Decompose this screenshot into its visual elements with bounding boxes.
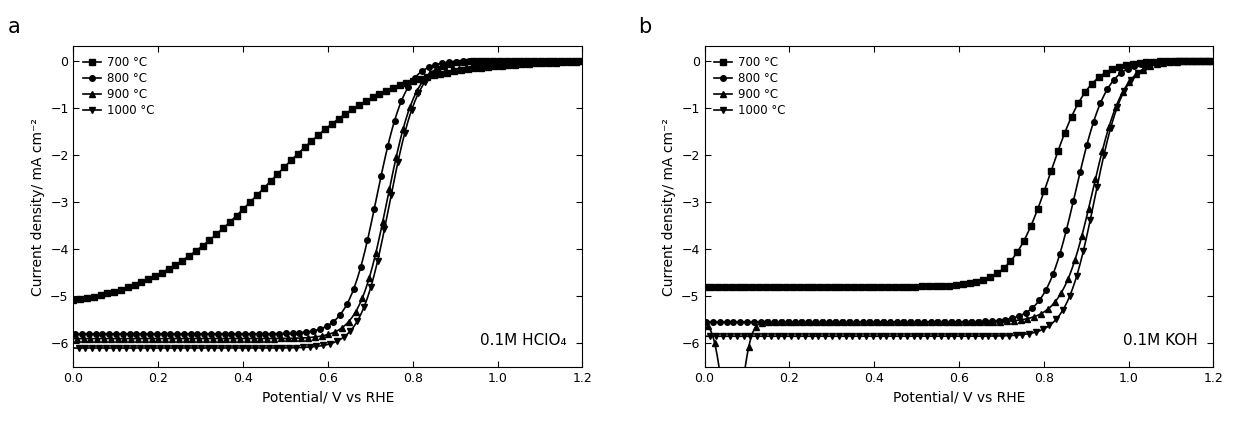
800 °C xyxy=(1080,139,1095,144)
Text: a: a xyxy=(7,17,20,37)
900 °C xyxy=(1207,58,1221,63)
800 °C xyxy=(787,320,802,325)
1000 °C xyxy=(697,334,712,339)
Line: 1000 °C: 1000 °C xyxy=(71,58,585,351)
700 °C xyxy=(197,242,212,247)
Line: 800 °C: 800 °C xyxy=(71,58,585,337)
Y-axis label: Current density/ mA cm⁻²: Current density/ mA cm⁻² xyxy=(662,118,676,296)
1000 °C xyxy=(928,334,942,339)
700 °C xyxy=(787,284,802,289)
700 °C xyxy=(575,59,590,64)
800 °C xyxy=(449,59,464,64)
900 °C xyxy=(998,319,1013,324)
1000 °C xyxy=(787,334,802,339)
700 °C xyxy=(828,284,843,289)
1000 °C xyxy=(828,334,843,339)
900 °C xyxy=(575,58,590,63)
1000 °C xyxy=(366,276,381,281)
900 °C xyxy=(405,96,420,101)
900 °C xyxy=(197,336,212,341)
900 °C xyxy=(296,336,311,341)
Line: 1000 °C: 1000 °C xyxy=(702,58,1216,339)
900 °C xyxy=(789,320,804,325)
800 °C xyxy=(997,317,1012,322)
1000 °C xyxy=(1080,229,1095,234)
800 °C xyxy=(366,210,381,216)
900 °C xyxy=(715,388,730,393)
900 °C xyxy=(156,336,171,341)
700 °C xyxy=(405,78,420,83)
1000 °C xyxy=(449,61,464,66)
900 °C xyxy=(366,261,381,266)
800 °C xyxy=(197,331,212,336)
900 °C xyxy=(449,60,464,65)
Text: b: b xyxy=(639,17,652,37)
Text: 0.1M HClO₄: 0.1M HClO₄ xyxy=(480,333,567,348)
800 °C xyxy=(575,58,590,63)
700 °C xyxy=(1080,86,1095,91)
1000 °C xyxy=(997,333,1012,338)
900 °C xyxy=(697,321,712,326)
700 °C xyxy=(928,284,942,289)
800 °C xyxy=(697,320,712,325)
800 °C xyxy=(296,330,311,335)
700 °C xyxy=(366,94,381,99)
1000 °C xyxy=(156,346,171,351)
700 °C xyxy=(66,298,81,303)
700 °C xyxy=(1037,188,1052,193)
900 °C xyxy=(929,320,944,325)
Legend: 700 °C, 800 °C, 900 °C, 1000 °C: 700 °C, 800 °C, 900 °C, 1000 °C xyxy=(79,52,157,120)
700 °C xyxy=(449,68,464,73)
800 °C xyxy=(405,77,420,82)
1000 °C xyxy=(1207,58,1221,63)
800 °C xyxy=(928,320,942,325)
900 °C xyxy=(1081,206,1096,211)
900 °C xyxy=(66,336,81,341)
800 °C xyxy=(1207,58,1221,63)
Y-axis label: Current density/ mA cm⁻²: Current density/ mA cm⁻² xyxy=(31,118,45,296)
1000 °C xyxy=(1037,326,1052,331)
1000 °C xyxy=(405,103,420,108)
1000 °C xyxy=(296,345,311,350)
1000 °C xyxy=(197,346,212,351)
Legend: 700 °C, 800 °C, 900 °C, 1000 °C: 700 °C, 800 °C, 900 °C, 1000 °C xyxy=(711,52,789,120)
1000 °C xyxy=(66,346,81,351)
Line: 900 °C: 900 °C xyxy=(71,58,585,341)
700 °C xyxy=(296,146,311,151)
Line: 700 °C: 700 °C xyxy=(702,58,1216,290)
X-axis label: Potential/ V vs RHE: Potential/ V vs RHE xyxy=(893,390,1025,404)
800 °C xyxy=(66,331,81,336)
700 °C xyxy=(697,284,712,289)
Line: 900 °C: 900 °C xyxy=(702,58,1216,393)
Text: 0.1M KOH: 0.1M KOH xyxy=(1123,333,1198,348)
900 °C xyxy=(828,320,843,325)
700 °C xyxy=(997,265,1012,270)
700 °C xyxy=(1207,58,1221,63)
800 °C xyxy=(1037,290,1052,295)
800 °C xyxy=(828,320,843,325)
900 °C xyxy=(1038,309,1053,314)
800 °C xyxy=(156,331,171,336)
700 °C xyxy=(156,269,171,274)
Line: 700 °C: 700 °C xyxy=(71,59,585,303)
1000 °C xyxy=(575,58,590,63)
Line: 800 °C: 800 °C xyxy=(702,58,1216,325)
X-axis label: Potential/ V vs RHE: Potential/ V vs RHE xyxy=(262,390,394,404)
